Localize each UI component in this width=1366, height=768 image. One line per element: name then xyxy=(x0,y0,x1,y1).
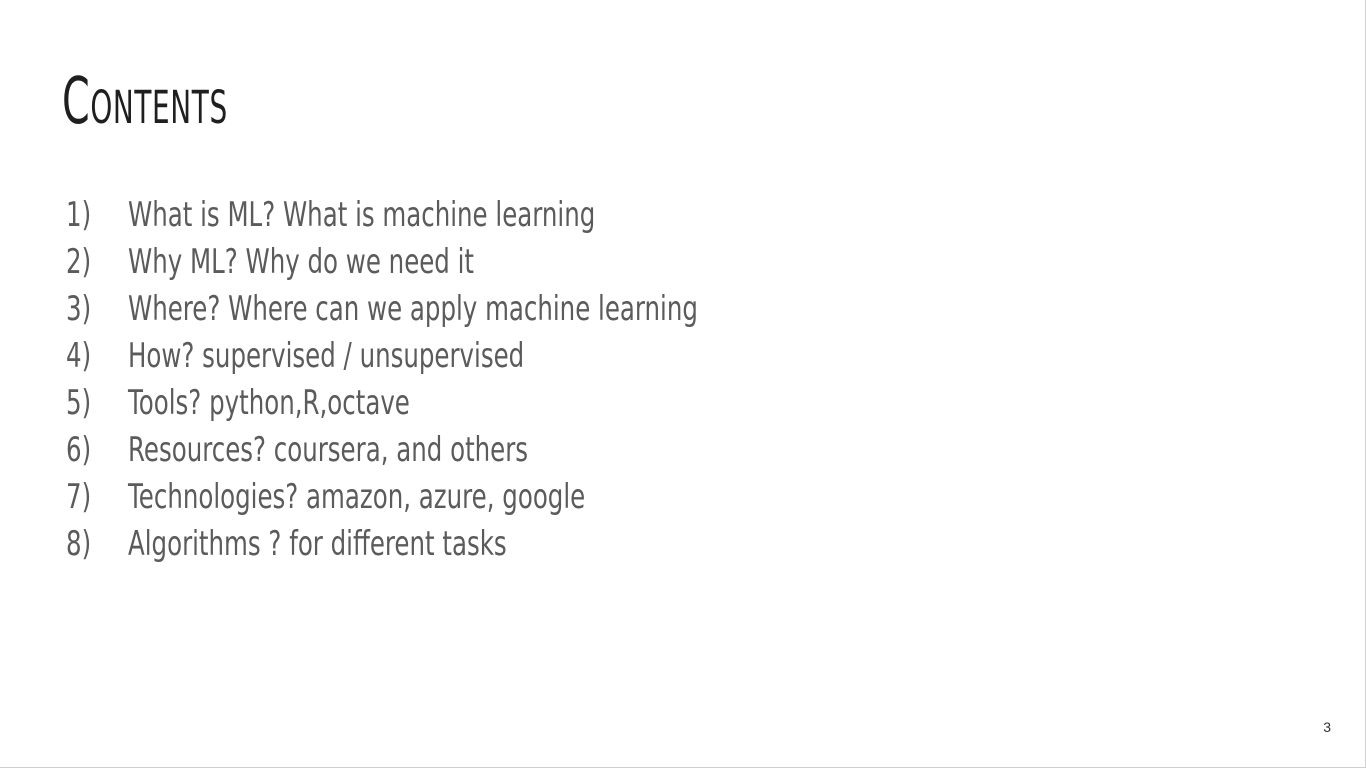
item-text: Algorithms ? for different tasks xyxy=(128,524,507,564)
item-number: 5) xyxy=(66,383,92,423)
item-text: Technologies? amazon, azure, google xyxy=(128,477,586,517)
item-text: What is ML? What is machine learning xyxy=(128,195,596,235)
item-text: Where? Where can we apply machine learni… xyxy=(128,289,698,329)
item-number: 2) xyxy=(66,242,92,282)
item-number: 4) xyxy=(66,336,92,376)
item-number: 6) xyxy=(66,430,92,470)
item-number: 8) xyxy=(66,524,92,564)
slide-title: Contents xyxy=(62,65,228,139)
item-text: How? supervised / unsupervised xyxy=(128,336,525,376)
item-text: Tools? python,R,octave xyxy=(128,383,410,423)
item-number: 7) xyxy=(66,477,92,517)
item-number: 1) xyxy=(66,195,92,235)
page-number: 3 xyxy=(1323,719,1331,735)
item-text: Why ML? Why do we need it xyxy=(128,242,475,282)
item-text: Resources? coursera, and others xyxy=(128,430,529,470)
item-number: 3) xyxy=(66,289,92,329)
